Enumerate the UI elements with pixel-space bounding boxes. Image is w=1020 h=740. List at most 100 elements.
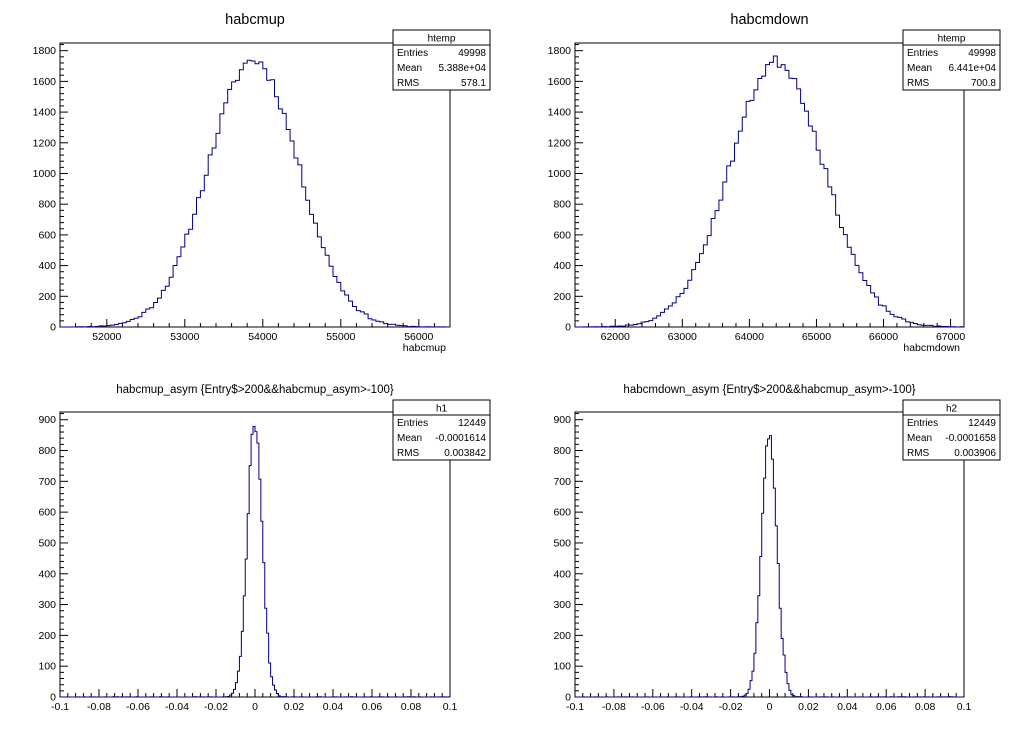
- x-tick-label: -0.02: [719, 701, 743, 713]
- y-tick-label: 800: [553, 199, 571, 211]
- y-tick-label: 200: [553, 630, 571, 642]
- chart-title: habcmup_asym {Entry$>200&&habcmup_asym>-…: [116, 384, 394, 396]
- x-tick-label: -0.1: [51, 701, 69, 713]
- x-tick-label: 0.08: [915, 701, 936, 713]
- histogram-panel-2: habcmdown 0 200 400 600 800 1000 1200 1400 1600 18…: [548, 12, 1001, 354]
- x-tick-label: 0: [767, 701, 773, 713]
- y-tick-label: 600: [38, 229, 56, 241]
- histogram-panel-4: habcmdown_asym {Entry$>200&&habcmup_asym…: [553, 384, 1001, 713]
- y-tick-label: 800: [553, 445, 571, 457]
- x-tick-label: -0.08: [87, 701, 111, 713]
- stats-value: -0.0001658: [945, 433, 996, 444]
- stats-value: 0.003842: [444, 448, 486, 459]
- y-tick-label: 500: [38, 537, 56, 549]
- y-tick-label: 400: [38, 568, 56, 580]
- x-tick-label: 55000: [326, 331, 355, 343]
- y-tick-label: 800: [38, 445, 56, 457]
- x-tick-label: 0.02: [284, 701, 305, 713]
- stats-value: 6.441e+04: [948, 63, 996, 74]
- x-tick-label: 0.08: [401, 701, 422, 713]
- x-tick-label: 54000: [248, 331, 277, 343]
- x-tick-label: 0.1: [957, 701, 972, 713]
- y-tick-label: 600: [553, 229, 571, 241]
- y-tick-label: 0: [50, 692, 56, 704]
- stats-value: 12449: [458, 418, 486, 429]
- y-tick-label: 1800: [33, 45, 57, 57]
- x-axis-label: habcmdown: [903, 342, 960, 354]
- x-tick-label: 67000: [936, 331, 965, 343]
- stats-box-name: htemp: [428, 34, 456, 45]
- stats-label: RMS: [907, 78, 930, 89]
- y-tick-label: 200: [38, 291, 56, 303]
- histogram-line: [60, 426, 451, 698]
- y-tick-label: 200: [553, 291, 571, 303]
- x-tick-label: 56000: [404, 331, 433, 343]
- stats-box-frame: [392, 29, 491, 91]
- y-tick-label: 1600: [33, 76, 57, 88]
- plot-frame: [59, 42, 451, 328]
- histogram-panel-3: habcmup_asym {Entry$>200&&habcmup_asym>-…: [38, 384, 491, 713]
- y-tick-label: 900: [553, 414, 571, 426]
- plot-frame: [59, 411, 451, 698]
- x-tick-label: -0.06: [641, 701, 665, 713]
- chart-title: habcmdown: [730, 12, 808, 28]
- y-tick-label: 500: [553, 537, 571, 549]
- y-tick-label: 800: [38, 199, 56, 211]
- x-tick-label: -0.02: [204, 701, 228, 713]
- x-tick-label: 0.04: [323, 701, 344, 713]
- y-tick-label: 600: [553, 507, 571, 519]
- x-tick-label: -0.1: [566, 701, 584, 713]
- y-tick-label: 700: [553, 476, 571, 488]
- histogram-line: [60, 59, 450, 328]
- stats-box: h2 Entries 12449 Mean -0.0001658 RMS 0.003906: [902, 399, 1001, 461]
- x-tick-label: 0.06: [876, 701, 897, 713]
- x-tick-label: -0.08: [602, 701, 626, 713]
- stats-box-name: htemp: [938, 34, 966, 45]
- stats-value: 12449: [968, 418, 996, 429]
- y-tick-label: 100: [38, 661, 56, 673]
- y-tick-label: 300: [553, 599, 571, 611]
- stats-value: -0.0001614: [435, 433, 486, 444]
- y-tick-label: 600: [38, 507, 56, 519]
- stats-label: Mean: [397, 433, 422, 444]
- y-tick-label: 200: [38, 630, 56, 642]
- stats-label: RMS: [907, 448, 930, 459]
- stats-label: Entries: [907, 418, 938, 429]
- plot-frame: [574, 42, 965, 328]
- stats-box-frame: [902, 399, 1001, 461]
- y-tick-label: 300: [38, 599, 56, 611]
- y-tick-label: 1400: [548, 107, 572, 119]
- y-tick-label: 400: [553, 260, 571, 272]
- x-tick-label: 62000: [601, 331, 630, 343]
- stats-label: RMS: [397, 78, 420, 89]
- x-tick-label: 53000: [170, 331, 199, 343]
- y-tick-label: 1600: [548, 76, 572, 88]
- stats-label: Entries: [907, 48, 938, 59]
- stats-box-frame: [392, 399, 491, 461]
- y-tick-label: 1400: [33, 107, 57, 119]
- y-tick-label: 1000: [33, 168, 57, 180]
- x-tick-label: -0.06: [126, 701, 150, 713]
- chart-title: habcmdown_asym {Entry$>200&&habcmup_asym…: [623, 384, 915, 396]
- y-tick-label: 0: [50, 322, 56, 334]
- stats-box-name: h1: [436, 404, 448, 415]
- x-tick-label: 52000: [92, 331, 121, 343]
- x-tick-label: -0.04: [680, 701, 704, 713]
- x-axis-label: habcmup: [403, 342, 446, 354]
- histogram-line: [575, 55, 965, 328]
- histogram-panel-1: habcmup 0 200 400 600 800 1000 1200 1400 1600 1800…: [33, 12, 491, 354]
- y-tick-label: 700: [38, 476, 56, 488]
- stats-box: h1 Entries 12449 Mean -0.0001614 RMS 0.003842: [392, 399, 491, 461]
- y-tick-label: 900: [38, 414, 56, 426]
- x-tick-label: 0.02: [798, 701, 819, 713]
- stats-label: Mean: [907, 63, 932, 74]
- y-tick-label: 1000: [548, 168, 572, 180]
- stats-label: Mean: [397, 63, 422, 74]
- stats-value: 49998: [458, 48, 486, 59]
- x-tick-label: 0: [252, 701, 258, 713]
- y-tick-label: 100: [553, 661, 571, 673]
